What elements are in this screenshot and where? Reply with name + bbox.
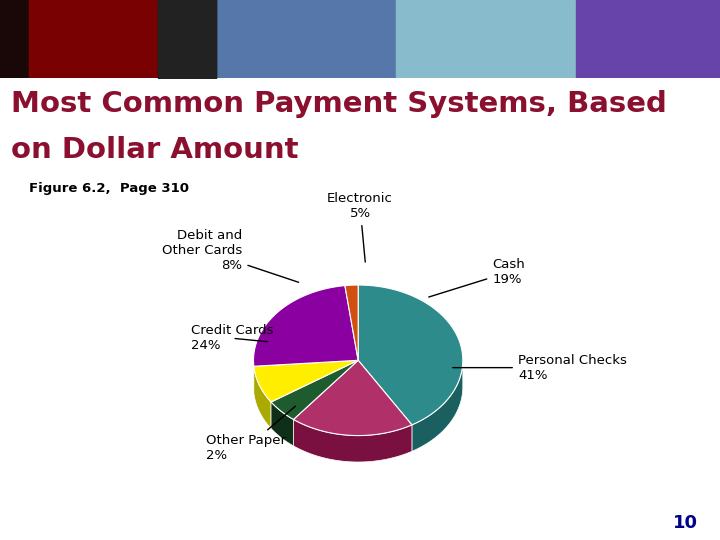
Text: Credit Cards
24%: Credit Cards 24%: [191, 324, 274, 352]
Polygon shape: [253, 286, 358, 366]
Text: on Dollar Amount: on Dollar Amount: [11, 136, 298, 164]
Text: Cash
19%: Cash 19%: [428, 258, 525, 297]
Polygon shape: [254, 360, 358, 402]
Polygon shape: [294, 420, 412, 462]
Polygon shape: [345, 285, 358, 360]
Text: Debit and
Other Cards
8%: Debit and Other Cards 8%: [162, 228, 299, 282]
Text: Other Paper
2%: Other Paper 2%: [206, 406, 295, 462]
Text: 10: 10: [673, 514, 698, 532]
Polygon shape: [254, 366, 271, 428]
Bar: [576, 0, 720, 78]
Text: Figure 6.2,  Page 310: Figure 6.2, Page 310: [29, 182, 189, 195]
Bar: [0, 0, 158, 78]
Bar: [202, 0, 504, 78]
Polygon shape: [412, 361, 463, 451]
Bar: [396, 0, 612, 78]
Polygon shape: [271, 402, 294, 446]
Text: Personal Checks
41%: Personal Checks 41%: [453, 354, 627, 382]
Text: Electronic
5%: Electronic 5%: [327, 192, 393, 262]
Bar: [158, 0, 216, 78]
Text: Most Common Payment Systems, Based: Most Common Payment Systems, Based: [11, 90, 667, 118]
Polygon shape: [271, 360, 358, 420]
Bar: [29, 0, 187, 78]
Polygon shape: [358, 285, 463, 425]
Polygon shape: [294, 360, 412, 436]
